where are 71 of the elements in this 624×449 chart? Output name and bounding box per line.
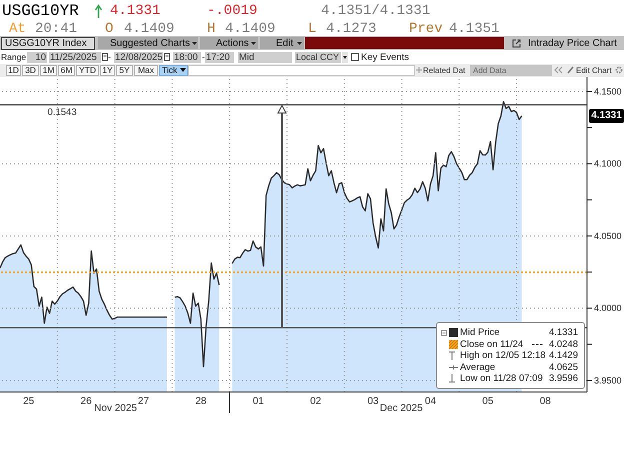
legend-label: Close on 11/24 <box>460 338 524 350</box>
legend-label: Mid Price <box>460 327 500 338</box>
text: 4.1273 <box>326 21 376 37</box>
text: - <box>202 52 205 63</box>
text: 4.1331 <box>589 108 624 123</box>
text: 4.1331 <box>110 3 160 19</box>
text: Add Data <box>470 65 552 76</box>
text: USGG10YR Index <box>1 37 95 50</box>
y-tick-label: 4.0500 <box>594 230 622 241</box>
text: Suggested Charts <box>110 37 190 50</box>
text: 4.1351 <box>449 21 500 37</box>
text: Prev <box>409 21 443 37</box>
text: H <box>207 21 216 37</box>
text: 18:00 <box>173 52 201 63</box>
text: 1Y <box>100 65 115 76</box>
text: 3D <box>22 65 39 76</box>
x-tick-label: 04 <box>424 396 436 407</box>
text: YTD <box>76 65 99 76</box>
text: At <box>9 21 26 37</box>
text: O <box>105 21 114 37</box>
text: Edit Chart <box>576 65 612 76</box>
text: 4.1351/4.1331 <box>321 3 430 19</box>
x-tick-label: 05 <box>482 396 494 407</box>
text: Actions <box>216 37 249 50</box>
annotation: 4.1331 <box>548 327 578 338</box>
text: L <box>308 21 316 37</box>
annotation: Low on 11/28 07:09 <box>460 373 543 384</box>
text: Max <box>134 65 158 76</box>
annotation: High on 12/05 12:18 <box>460 350 546 362</box>
x-tick-label: 08 <box>540 396 552 407</box>
text: Mid <box>238 52 292 63</box>
annotation: 3.9596 <box>548 373 578 384</box>
x-tick-label: 02 <box>310 396 322 407</box>
text: Intraday Price Chart <box>528 37 617 50</box>
annotation: 0.1543 <box>48 106 77 118</box>
text: 10 <box>27 52 47 63</box>
x-tick-label: 01 <box>252 396 264 407</box>
text: Local CCY <box>295 52 341 63</box>
text: Tick <box>159 65 188 76</box>
annotation: 4.0248 <box>548 338 578 350</box>
y-tick-label: 4.0000 <box>594 303 622 314</box>
x-tick-label: 26 <box>80 396 92 407</box>
text: 11/25/2025 <box>49 52 101 63</box>
text: 1M <box>40 65 57 76</box>
x-tick-label: 03 <box>368 396 380 407</box>
text: 20:41 <box>35 21 78 37</box>
annotation: 4.0625 <box>548 362 578 373</box>
x-tick-label: 28 <box>195 396 207 407</box>
text: 5Y <box>116 65 133 76</box>
text: Edit <box>276 37 294 50</box>
text: 4.1409 <box>124 21 174 37</box>
annotation: 4.1429 <box>548 350 578 362</box>
chart-title: USGG10YR <box>2 2 79 20</box>
y-tick-label: 3.9500 <box>594 375 622 386</box>
text: 4.1409 <box>225 21 276 37</box>
x-tick-label: 27 <box>138 396 150 407</box>
x-tick-label: 25 <box>23 396 35 407</box>
text: 17:20 <box>205 52 234 63</box>
text: 6M <box>58 65 75 76</box>
text: 12/08/2025 <box>114 52 163 63</box>
y-tick-label: 4.1000 <box>594 158 622 169</box>
y-tick-label: 4.1500 <box>594 86 622 96</box>
text: Nov 2025 <box>94 403 137 415</box>
text: 1D <box>6 65 21 76</box>
text: Related Dat <box>423 65 466 76</box>
text: - <box>108 52 111 63</box>
text: Range <box>1 52 26 63</box>
text: Key Events <box>361 52 410 63</box>
annotation: Average <box>460 362 496 373</box>
text: Dec 2025 <box>380 403 423 415</box>
text: -.0019 <box>207 3 258 19</box>
